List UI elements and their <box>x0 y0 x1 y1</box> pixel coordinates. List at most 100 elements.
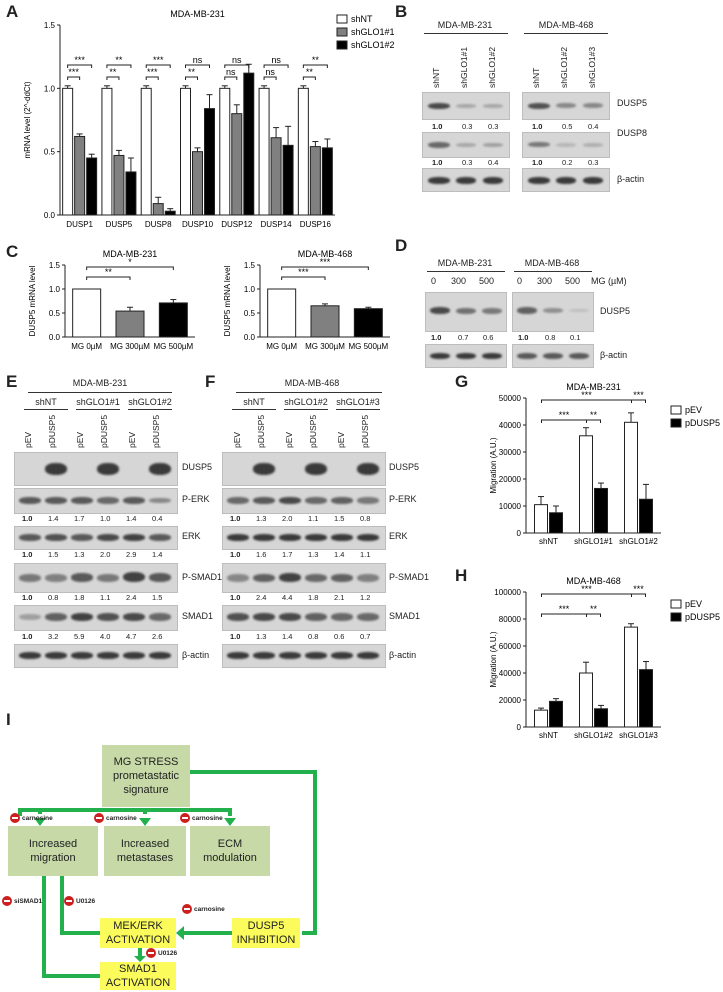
inhibitor-carnosine-2: carnosine <box>106 815 137 822</box>
sig-label: *** <box>559 604 570 614</box>
panel-label-h: H <box>455 566 468 585</box>
blot-b-dusp5-right <box>522 92 610 120</box>
legend-label: pDUSP5 <box>685 418 720 428</box>
bar <box>158 302 188 338</box>
legend-swatch <box>336 40 348 50</box>
chart-h-migration-468: 0 20000 40000 60000 80000 100000 Migration (A.… <box>489 576 720 740</box>
y-tick-label: 0.5 <box>49 309 61 318</box>
blot-b-lane-2: shGLO1#1 <box>459 46 469 88</box>
x-tick-label: shGLO1#2 <box>619 537 658 546</box>
legend-swatch <box>670 612 682 622</box>
blot-b-actin-left <box>422 168 510 192</box>
y-tick-label: 10000 <box>499 502 522 511</box>
panel-label-a: A <box>6 2 19 21</box>
sig-label: *** <box>153 55 164 65</box>
blot-b-quant-dusp8: 1.0 0.3 0.4 1.0 0.2 0.3 <box>432 158 599 167</box>
chart-title: MDA-MB-468 <box>566 576 621 586</box>
sig-label: *** <box>633 584 644 594</box>
blot-e-row-erk: ERK <box>182 531 201 541</box>
blot-b-row-dusp5: DUSP5 <box>617 98 648 108</box>
inhibitor-carnosine-3: carnosine <box>192 815 223 822</box>
blot-b-group2-line <box>524 33 608 34</box>
sig-label: ** <box>105 267 113 277</box>
sig-bracket <box>86 276 131 280</box>
sig-bracket <box>586 419 601 423</box>
blot-e-group-line-1 <box>24 409 68 410</box>
blot-d-doses: 0 300 500 0 300 500 MG (µM) <box>431 276 627 286</box>
y-tick-label: 0.5 <box>44 148 56 157</box>
sig-bracket <box>631 593 646 597</box>
blot-f-title-line <box>236 392 382 393</box>
y-tick-label: 0.0 <box>244 333 256 342</box>
x-tick-label: shNT <box>539 537 558 546</box>
sig-label: *** <box>74 55 85 65</box>
y-tick-label: 50000 <box>499 394 522 403</box>
inhibitor-sismad1: siSMAD1 <box>14 898 43 905</box>
y-axis-label: DUSP5 mRNA level <box>28 265 37 336</box>
y-tick-label: 1.0 <box>49 285 61 294</box>
sig-bracket <box>281 266 369 270</box>
blot-b-lane-4: shNT <box>531 67 541 88</box>
bar <box>297 87 309 216</box>
blot-e-quant-psmad1: 1.0 0.8 1.8 1.1 2.4 1.5 <box>22 593 163 602</box>
blot-d-dusp5-right <box>512 292 594 332</box>
y-tick-label: 1.0 <box>44 84 56 93</box>
sig-bracket <box>541 613 587 617</box>
y-tick-label: 40000 <box>499 421 522 430</box>
blot-f-lane-3: pEV <box>284 431 294 448</box>
sig-label: ** <box>590 410 598 420</box>
sig-label: * <box>128 257 132 267</box>
blot-f-row-dusp5: DUSP5 <box>389 462 420 472</box>
x-tick-label: shGLO1#1 <box>574 537 613 546</box>
diagram-smad1-activation: SMAD1 ACTIVATION <box>100 962 176 990</box>
bar <box>101 87 113 216</box>
sig-label: ** <box>188 67 196 77</box>
panel-label-c: C <box>6 242 19 261</box>
blot-d-group1-title: MDA-MB-231 <box>437 258 493 268</box>
blot-f-group-1: shNT <box>243 397 265 407</box>
sig-label: ns <box>265 67 275 77</box>
sig-label: *** <box>559 410 570 420</box>
inhibitor-stop-icon <box>64 896 74 906</box>
sig-bracket-top <box>224 64 250 68</box>
blot-f-lane-4: pDUSP5 <box>308 414 318 448</box>
blot-e-group-line-2 <box>76 409 120 410</box>
sig-bracket <box>281 276 326 280</box>
y-axis-label: mRNA level (2^-ddCt) <box>23 81 32 158</box>
blot-b-group2-title: MDA-MB-468 <box>538 20 594 30</box>
x-tick-label: DUSP12 <box>221 220 253 229</box>
inhibitor-stop-icon <box>146 948 156 958</box>
blot-f-smad1 <box>222 605 386 631</box>
x-tick-label: DUSP1 <box>66 220 93 229</box>
inhibitor-carnosine-4: carnosine <box>194 906 225 913</box>
blot-e-quant-smad1: 1.0 3.2 5.9 4.0 4.7 2.6 <box>22 632 163 641</box>
panel-label-b: B <box>395 2 408 21</box>
sig-label: ns <box>226 67 236 77</box>
bar <box>152 203 164 216</box>
legend-swatch <box>336 14 348 24</box>
legend-swatch <box>336 27 348 37</box>
bar <box>310 305 340 338</box>
sig-label: *** <box>633 390 644 400</box>
blot-e-psmad1 <box>14 563 178 593</box>
bar <box>579 435 593 534</box>
bar <box>594 487 608 534</box>
blot-d-group2-line <box>514 271 592 272</box>
bar <box>115 310 145 338</box>
blot-e-lane-6: pDUSP5 <box>151 414 161 448</box>
blot-f-row-perk: P-ERK <box>389 494 417 504</box>
bar <box>282 144 294 216</box>
sig-bracket-bottom <box>302 76 316 80</box>
bar <box>267 288 297 338</box>
panel-label-g: G <box>455 372 469 391</box>
chart-title: MDA-MB-231 <box>103 249 158 259</box>
sig-bracket <box>586 613 601 617</box>
blot-f-group-3: shGLO1#3 <box>336 397 380 407</box>
diagram-increased-migration: Increased migration <box>8 826 98 876</box>
x-tick-label: MG 0µM <box>71 342 102 351</box>
bar <box>74 135 86 216</box>
sig-label: ** <box>306 67 314 77</box>
blot-e-perk <box>14 488 178 514</box>
blot-f-row-smad1: SMAD1 <box>389 611 421 621</box>
bar <box>321 147 333 216</box>
